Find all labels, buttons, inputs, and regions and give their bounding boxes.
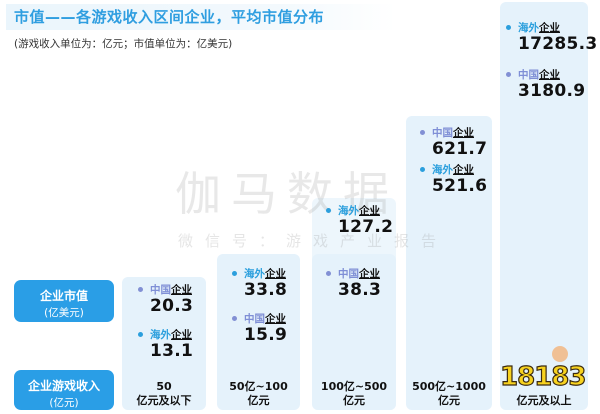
entry-col5-china: 中国企业 3180.9 — [506, 67, 585, 100]
china-dot-icon — [420, 129, 425, 135]
bucket-label-4: 500亿~1000 亿元 — [412, 380, 486, 407]
entry-col3-china: 中国企业 38.3 — [326, 266, 381, 299]
column-bucket-3-upper — [312, 198, 396, 410]
row-label-market-cap-main: 企业市值 — [39, 289, 88, 303]
watermark-gamma-data: 伽马数据 — [175, 167, 399, 221]
chart-subtitle: (游戏收入单位为：亿元；市值单位为：亿美元) — [14, 38, 233, 50]
column-bucket-4 — [406, 116, 492, 410]
entry-col4-china: 中国企业 621.7 — [420, 125, 487, 158]
value-col1-china: 20.3 — [150, 296, 194, 316]
bucket-label-5: 亿元及以上 — [516, 394, 572, 407]
entry-col5-overseas: 海外企业 17285.3 — [506, 20, 598, 53]
row-label-game-revenue: 企业游戏收入 (亿元) — [14, 370, 114, 410]
row-label-game-revenue-main: 企业游戏收入 — [27, 379, 100, 393]
china-dot-icon — [326, 270, 331, 276]
column-bucket-1 — [122, 277, 206, 410]
value-col1-overseas: 13.1 — [150, 341, 194, 361]
overseas-dot-icon — [138, 331, 143, 337]
entry-col1-overseas: 海外企业 13.1 — [138, 327, 193, 360]
value-col4-overseas: 521.6 — [432, 176, 488, 196]
entry-col1-china: 中国企业 20.3 — [138, 282, 193, 315]
china-dot-icon — [232, 315, 237, 321]
watermark-wechat: 微信号：游戏产业报告 — [178, 232, 449, 250]
bucket-label-2: 50亿~100 亿元 — [229, 380, 288, 407]
bucket-label-3: 100亿~500 亿元 — [320, 380, 388, 407]
value-col2-china: 15.9 — [244, 325, 288, 345]
overseas-dot-icon — [420, 166, 425, 172]
value-col2-overseas: 33.8 — [244, 280, 288, 300]
overseas-dot-icon — [326, 207, 331, 213]
entry-col2-overseas: 海外企业 33.8 — [232, 266, 287, 299]
overseas-dot-icon — [232, 270, 237, 276]
row-label-market-cap: 企业市值 (亿美元) — [14, 280, 114, 322]
value-col3-china: 38.3 — [338, 280, 382, 300]
chart-title: 市值——各游戏收入区间企业，平均市值分布 — [14, 8, 325, 26]
value-col5-overseas: 17285.3 — [518, 34, 598, 54]
entry-col2-china: 中国企业 15.9 — [232, 311, 287, 344]
entry-col4-overseas: 海外企业 521.6 — [420, 162, 487, 195]
site-logo-18183: 18183 — [499, 361, 587, 392]
title-band — [6, 4, 396, 30]
value-col5-china: 3180.9 — [518, 81, 586, 101]
value-col4-china: 621.7 — [432, 139, 488, 159]
sun-icon — [552, 346, 568, 362]
value-col3-overseas: 127.2 — [338, 217, 394, 237]
china-dot-icon — [138, 286, 143, 292]
overseas-dot-icon — [506, 24, 511, 30]
row-label-market-cap-unit: (亿美元) — [44, 307, 84, 319]
entry-col3-overseas: 海外企业 127.2 — [326, 203, 393, 236]
row-label-game-revenue-unit: (亿元) — [49, 397, 79, 409]
china-dot-icon — [506, 71, 511, 77]
bucket-label-1: 50 亿元及以下 — [136, 380, 192, 407]
column-bucket-5 — [500, 2, 588, 410]
column-bucket-2 — [217, 254, 300, 410]
